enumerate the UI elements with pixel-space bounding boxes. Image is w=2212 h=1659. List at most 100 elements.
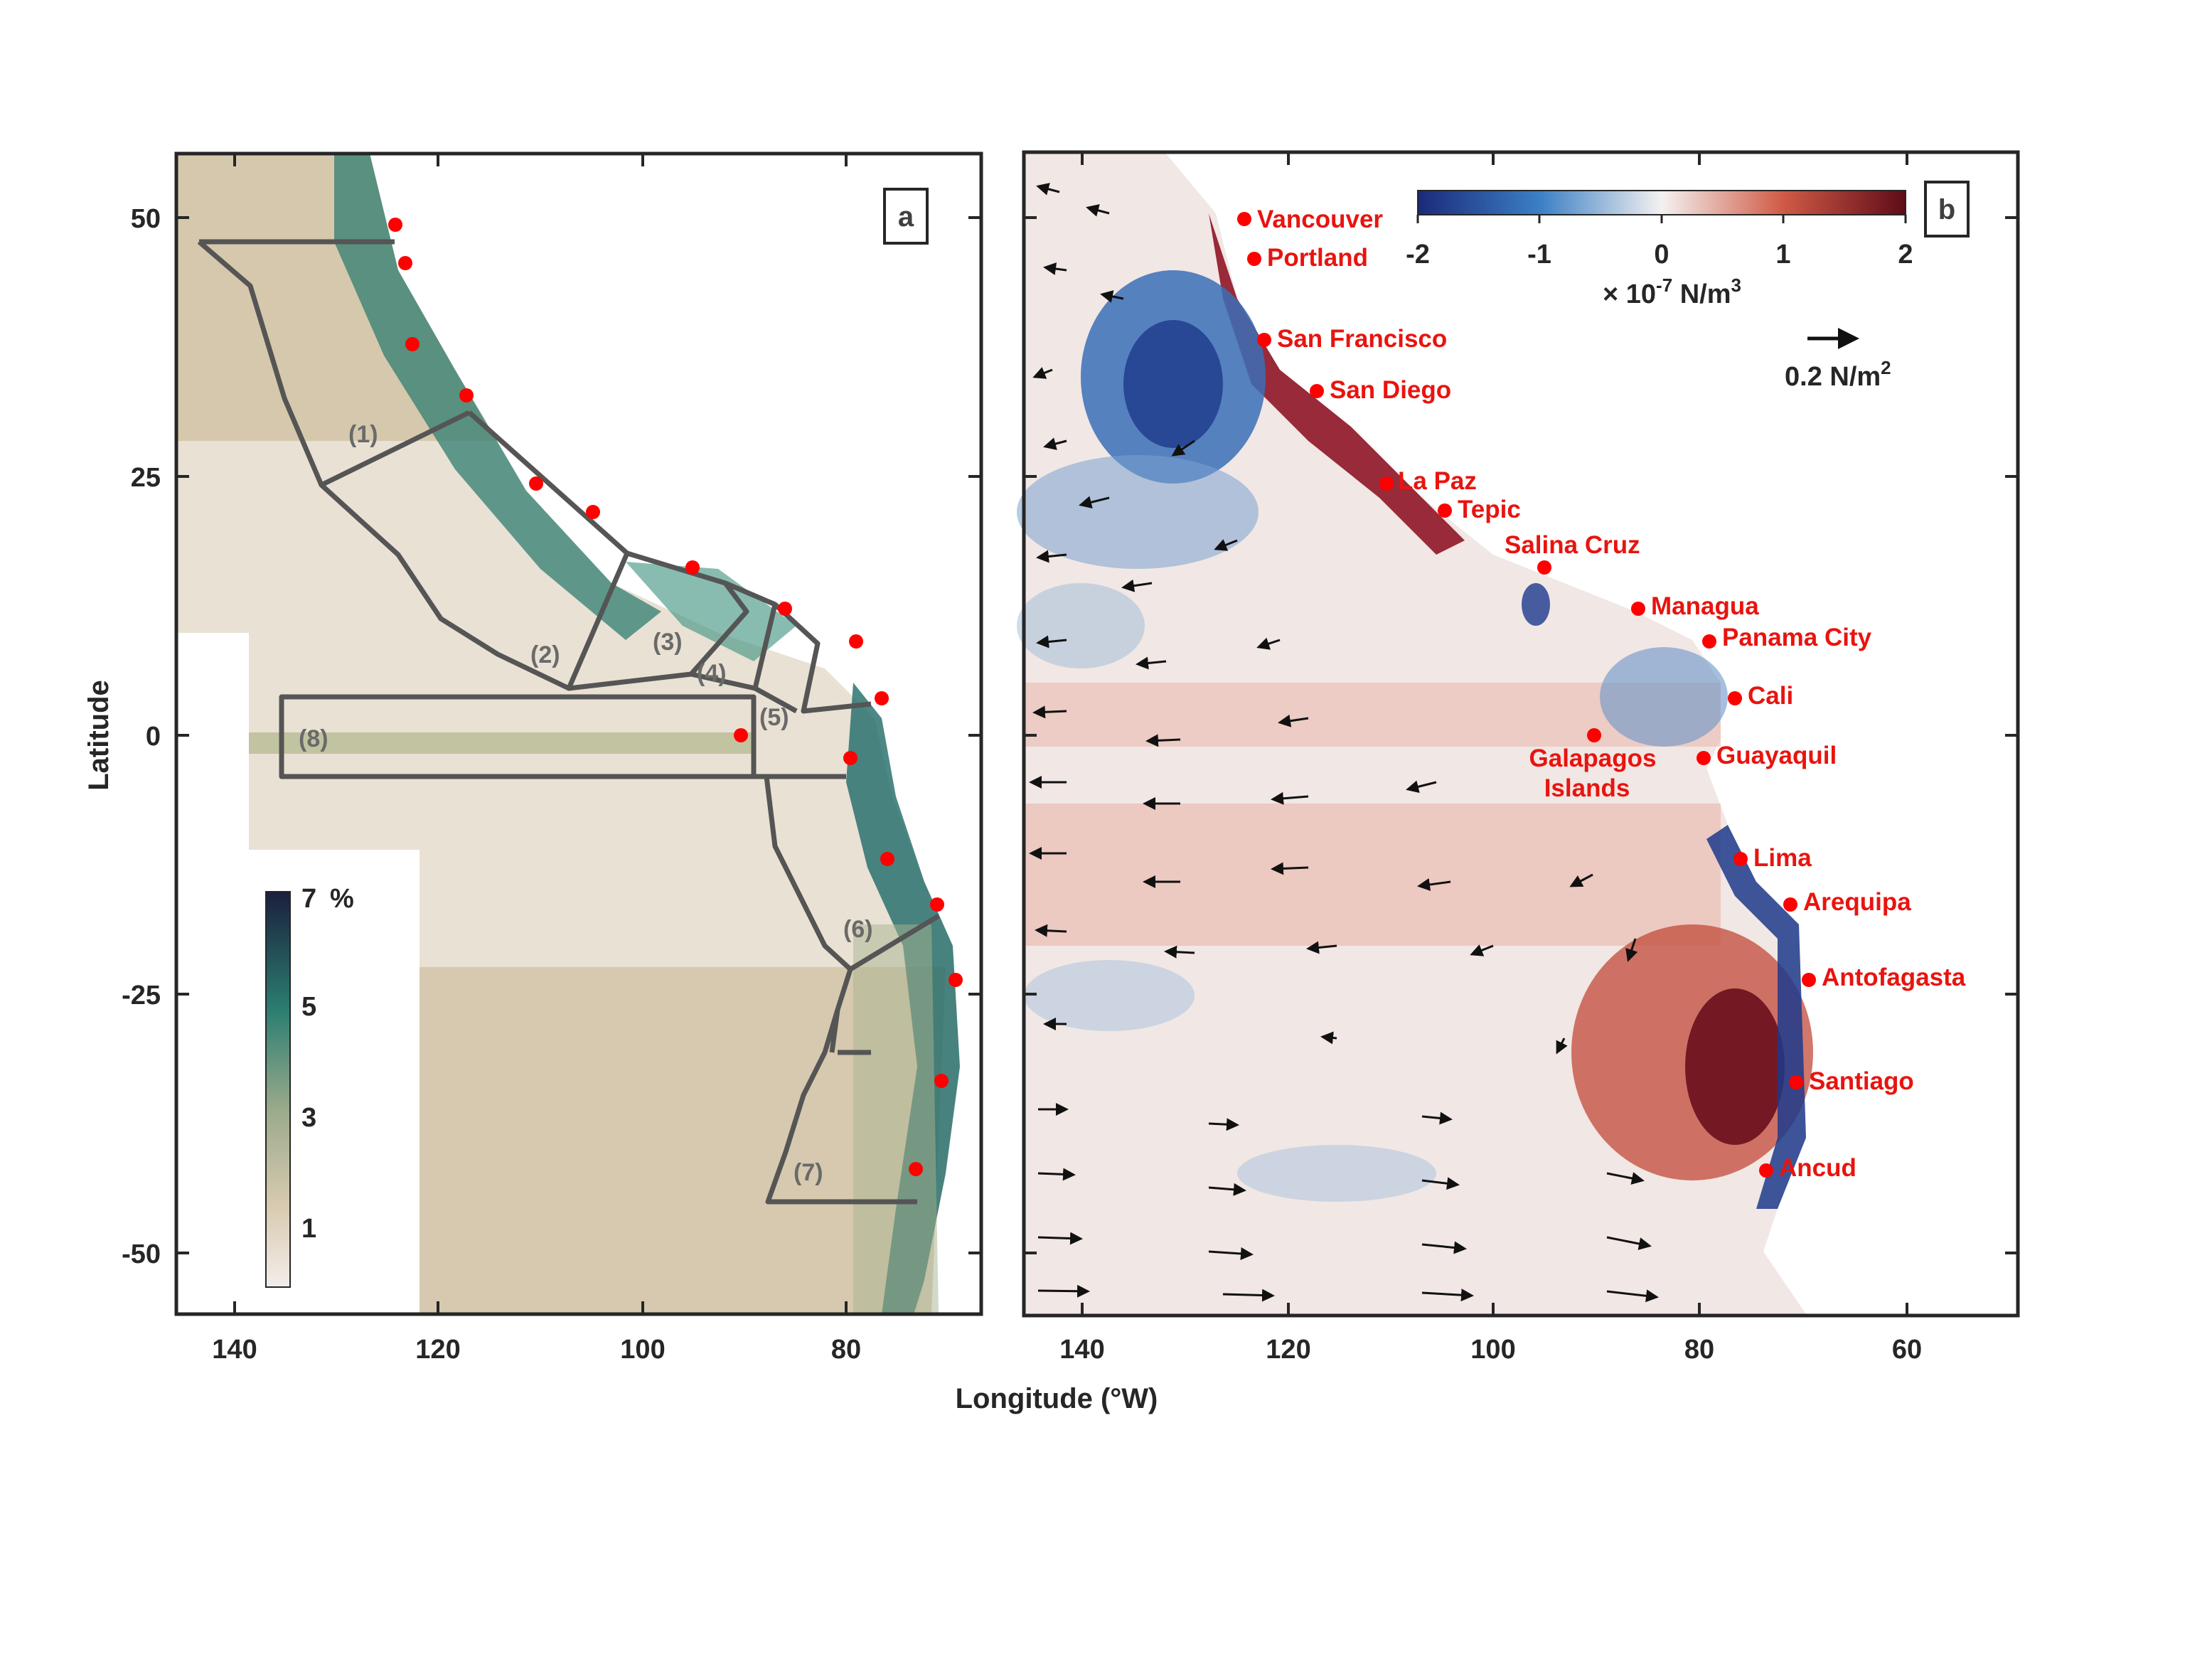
panel-a: (1) (2) (3) (4) (5) (6) (7) (8) (83, 151, 983, 1365)
city-marker (1379, 476, 1394, 491)
city-label: San Diego (1330, 376, 1451, 404)
city-label: Cali (1748, 682, 1793, 710)
city-marker (1237, 212, 1251, 226)
panel-a-colorbar: 7 % 5 3 1 (265, 884, 354, 1288)
panel-a-y-tick-label: 25 (131, 463, 161, 493)
region-labels: (1) (2) (3) (4) (5) (6) (7) (8) (299, 421, 873, 1186)
region-label-4: (4) (697, 660, 727, 687)
panel-b-colorbar-gradient (1417, 190, 1906, 215)
panel-a-y-tick-label: 0 (146, 722, 161, 752)
city-label: Vancouver (1257, 206, 1383, 233)
city-marker (1759, 1163, 1773, 1178)
city-marker (843, 751, 857, 765)
panel-a-x-tick-label: 140 (212, 1335, 257, 1365)
city-label: San Francisco (1277, 325, 1447, 353)
city-marker (1631, 602, 1645, 616)
panel-a-city-markers (388, 218, 963, 1176)
city-marker (1733, 852, 1748, 866)
region-label-6: (6) (843, 916, 873, 943)
panel-a-x-tick-label: 80 (831, 1335, 861, 1365)
region-label-7: (7) (794, 1159, 823, 1186)
panel-a-cbar-tick: 7 (301, 884, 316, 914)
region-label-2: (2) (530, 641, 560, 668)
city-marker (875, 691, 889, 705)
city-marker (909, 1162, 923, 1176)
panel-b-cbar-tick: 0 (1654, 240, 1669, 270)
city-marker (1310, 384, 1324, 398)
city-label: Lima (1753, 844, 1812, 872)
city-label: Galapagos (1529, 745, 1657, 772)
reference-vector-label: 0.2 N/m2 (1785, 357, 1891, 392)
city-marker (778, 602, 792, 616)
panel-a-label-box (883, 188, 929, 245)
region-label-8: (8) (299, 725, 328, 752)
city-label: Antofagasta (1822, 964, 1966, 991)
x-axis-label: Longitude (°W) (956, 1383, 1158, 1414)
city-marker (930, 897, 944, 912)
wind-vectors (1029, 183, 1659, 1303)
city-marker (1587, 728, 1601, 742)
city-label: Portland (1267, 244, 1368, 272)
panel-a-cbar-tick: 5 (301, 992, 316, 1022)
reference-vector: 0.2 N/m2 (1785, 328, 1891, 392)
city-label: Panama City (1722, 624, 1872, 651)
city-label: Santiago (1809, 1067, 1914, 1095)
panel-a-x-tick-label: 120 (415, 1335, 460, 1365)
panel-a-cbar-unit: % (330, 884, 354, 914)
region-2-outline (319, 410, 630, 691)
panel-b-label-box (1924, 181, 1970, 238)
city-marker (586, 505, 600, 519)
panel-b-x-tick-label: 60 (1892, 1335, 1922, 1365)
city-label: Islands (1544, 774, 1630, 802)
panel-b-map (1017, 154, 1813, 1314)
panel-b-cbar-tick: -2 (1406, 240, 1430, 270)
region-4-outline (690, 580, 778, 691)
panel-b-cbar-tick: 1 (1775, 240, 1790, 270)
panel-a-y-tick-label: -25 (122, 981, 161, 1010)
region-label-5: (5) (759, 704, 789, 731)
city-marker (398, 256, 412, 270)
city-marker (1438, 503, 1452, 518)
region-1-outline (197, 239, 471, 488)
panel-b-label: b (1938, 194, 1955, 225)
city-label: Salina Cruz (1505, 531, 1640, 559)
region-label-1: (1) (348, 421, 378, 448)
panel-b: -2 -1 0 1 2 × 10-7 N/m3 0.2 N/m2 b Vanco… (1017, 150, 2020, 1365)
panel-a-cbar-tick: 1 (301, 1214, 316, 1244)
city-label: La Paz (1398, 467, 1477, 495)
city-marker (459, 388, 474, 402)
panel-a-cbar-tick: 3 (301, 1103, 316, 1133)
city-label: Tepic (1458, 496, 1521, 523)
city-marker (1783, 897, 1797, 912)
city-marker (1247, 252, 1261, 266)
panel-a-y-tick-label: -50 (122, 1239, 161, 1269)
city-marker (388, 218, 402, 232)
city-marker (880, 852, 894, 866)
city-marker (1257, 333, 1271, 347)
city-marker (1802, 973, 1816, 987)
panel-b-x-tick-label: 80 (1684, 1335, 1714, 1365)
panel-b-cities: Vancouver Portland San Francisco San Die… (1237, 206, 1966, 1182)
city-label: Arequipa (1803, 888, 1911, 916)
city-label: Ancud (1779, 1154, 1856, 1182)
panel-a-label: a (898, 201, 914, 233)
city-marker (734, 728, 748, 742)
panel-b-cbar-tick: -1 (1527, 240, 1551, 270)
y-axis-label: Latitude (83, 680, 114, 791)
city-label: Managua (1651, 592, 1759, 620)
panel-a-map (176, 154, 960, 1314)
city-marker (685, 560, 700, 575)
panel-b-x-tick-label: 140 (1059, 1335, 1104, 1365)
city-marker (1728, 691, 1742, 705)
region-8-outline (279, 694, 757, 779)
city-marker (1702, 634, 1716, 649)
region-5-outline (754, 602, 872, 714)
region-7-outline (765, 1008, 917, 1205)
city-marker (849, 634, 863, 649)
panel-a-y-tick-label: 50 (131, 204, 161, 234)
city-marker (529, 476, 543, 491)
city-marker (934, 1074, 949, 1088)
panel-b-x-tick-label: 120 (1266, 1335, 1310, 1365)
city-marker (405, 337, 420, 351)
city-marker (1789, 1075, 1803, 1089)
